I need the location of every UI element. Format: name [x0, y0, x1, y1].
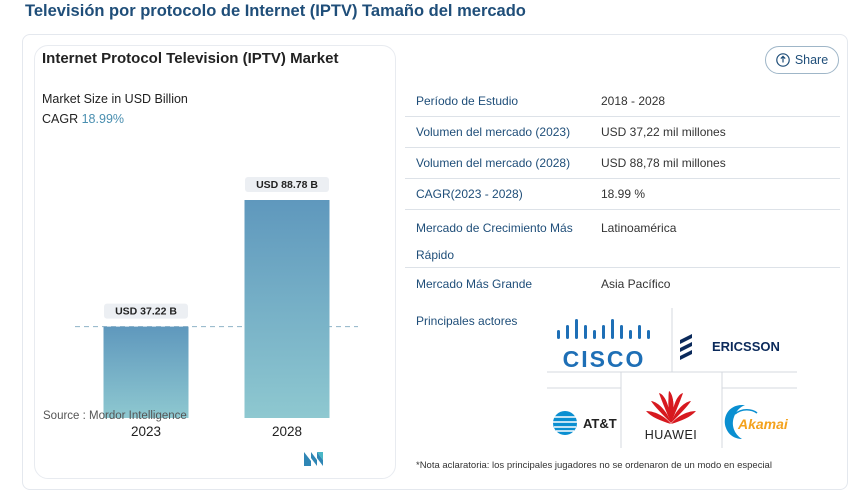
data-label-bg — [245, 177, 329, 192]
stat-label: Período de Estudio — [416, 94, 519, 108]
logo-grid-lines — [547, 308, 797, 448]
stat-value: USD 88,78 mil millones — [601, 156, 726, 170]
cagr-label: CAGR — [42, 112, 79, 126]
stat-row-study-period: Período de Estudio 2018 - 2028 — [405, 86, 840, 117]
stat-label: CAGR(2023 - 2028) — [416, 187, 523, 201]
stat-label: Volumen del mercado (2028) — [416, 156, 571, 170]
huawei-logo: HUAWEI — [645, 391, 698, 442]
stat-row-volume-2028: Volumen del mercado (2028) USD 88,78 mil… — [405, 148, 840, 179]
data-label: USD 37.22 B — [115, 306, 177, 318]
stat-value: Asia Pacífico — [601, 276, 671, 291]
stat-label: Mercado de Crecimiento Más Rápido — [416, 221, 573, 262]
svg-text:ERICSSON: ERICSSON — [712, 339, 780, 354]
stat-value: USD 37,22 mil millones — [601, 125, 726, 139]
stat-value: Latinoamérica — [601, 221, 677, 235]
x-tick-label: 2028 — [272, 424, 302, 439]
page-title: Televisión por protocolo de Internet (IP… — [25, 2, 526, 20]
stat-label: Mercado Más Grande — [416, 276, 533, 291]
data-label: USD 88.78 B — [256, 179, 318, 191]
share-label: Share — [794, 53, 829, 67]
stat-row-volume-2023: Volumen del mercado (2023) USD 37,22 mil… — [405, 117, 840, 148]
att-logo: AT&T — [553, 411, 617, 435]
chart-source: Source : Mordor Intelligence — [43, 410, 187, 422]
cisco-logo: CISCO — [557, 319, 650, 372]
svg-text:Akamai: Akamai — [737, 416, 789, 432]
x-tick-label: 2023 — [131, 424, 161, 439]
chart-subtitle: Market Size in USD Billion — [42, 92, 188, 106]
stat-row-fastest-growing: Mercado de Crecimiento Más Rápido Latino… — [405, 210, 840, 268]
share-icon — [776, 53, 790, 67]
disclaimer-note: *Nota aclaratoria: los principales jugad… — [416, 460, 772, 471]
chart-title: Internet Protocol Television (IPTV) Mark… — [42, 50, 339, 67]
stat-value: 2018 - 2028 — [601, 94, 666, 108]
data-label-bg — [104, 303, 188, 319]
stat-row-largest-market: Mercado Más Grande Asia Pacífico — [405, 268, 840, 299]
akamai-logo: Akamai — [724, 405, 789, 439]
bar-2028 — [244, 200, 330, 418]
cagr-value: 18.99% — [81, 112, 125, 126]
market-stats-table: Período de Estudio 2018 - 2028 Volumen d… — [405, 86, 840, 299]
players-label: Principales actores — [416, 314, 518, 328]
ericsson-logo: ERICSSON — [680, 334, 780, 360]
bar-chart: USD 37.22 B 2023 USD 88.78 B 2028 — [75, 177, 358, 439]
cagr-line: CAGR 18.99% — [42, 112, 124, 126]
chart-card — [34, 45, 396, 479]
stat-row-cagr: CAGR(2023 - 2028) 18.99 % — [405, 179, 840, 210]
mordor-logo-layer — [304, 452, 323, 466]
share-button[interactable]: Share — [765, 46, 839, 74]
svg-text:AT&T: AT&T — [583, 416, 617, 431]
svg-text:HUAWEI: HUAWEI — [645, 428, 698, 442]
mordor-intelligence-logo — [304, 452, 323, 466]
svg-text:CISCO: CISCO — [563, 346, 646, 372]
bar-2023 — [103, 326, 189, 418]
stat-label: Volumen del mercado (2023) — [416, 125, 571, 139]
stat-value: 18.99 % — [601, 187, 646, 201]
